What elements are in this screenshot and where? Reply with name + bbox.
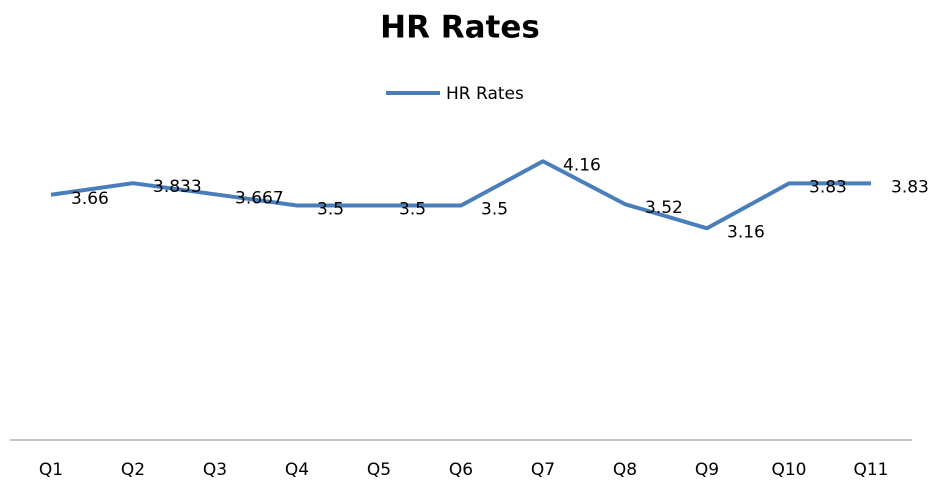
- x-tick-label: Q5: [367, 460, 391, 480]
- data-label: 3.83: [891, 177, 929, 197]
- x-tick-label: Q2: [121, 460, 145, 480]
- data-label: 3.16: [727, 222, 765, 242]
- data-label: 3.5: [399, 200, 426, 220]
- x-tick-label: Q8: [613, 460, 637, 480]
- legend-label: HR Rates: [446, 84, 524, 104]
- data-label: 3.5: [317, 200, 344, 220]
- x-tick-label: Q10: [771, 460, 806, 480]
- data-label: 3.83: [809, 177, 847, 197]
- chart-title: HR Rates: [380, 10, 540, 46]
- data-line: [50, 159, 871, 231]
- x-tick-label: Q11: [853, 460, 888, 480]
- data-label: 3.66: [71, 189, 109, 209]
- x-tick-label: Q7: [531, 460, 555, 480]
- data-label: 3.5: [481, 200, 508, 220]
- data-label: 3.833: [153, 177, 202, 197]
- data-label: 3.667: [235, 188, 284, 208]
- data-label: 3.52: [645, 198, 683, 218]
- x-tick-label: Q1: [39, 460, 63, 480]
- data-label: 4.16: [563, 155, 601, 175]
- x-tick-label: Q4: [285, 460, 309, 480]
- x-tick-label: Q3: [203, 460, 227, 480]
- x-tick-label: Q9: [695, 460, 719, 480]
- x-tick-label: Q6: [449, 460, 473, 480]
